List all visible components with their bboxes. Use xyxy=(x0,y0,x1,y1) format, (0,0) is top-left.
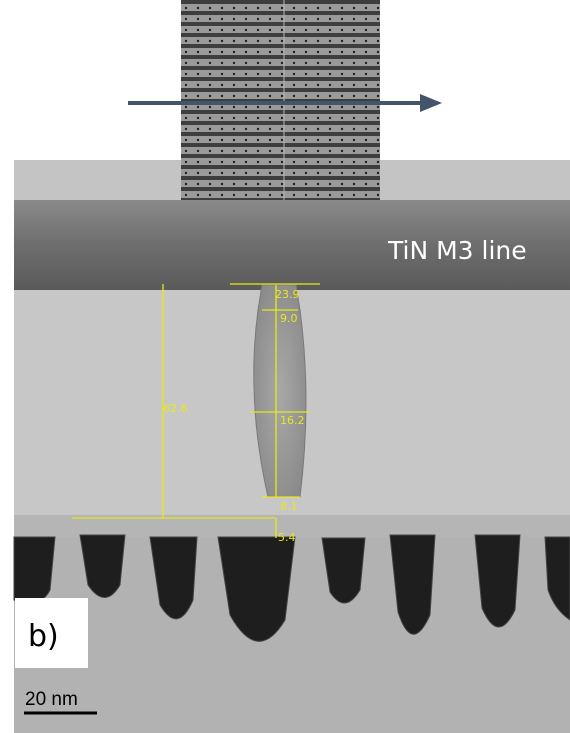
measurement: 62.6 xyxy=(163,402,188,415)
measurement: 16.2 xyxy=(280,414,305,427)
scale-bar-label: 20 nm xyxy=(25,689,78,710)
measurement: 5.4 xyxy=(278,531,296,544)
measurement: 23.9 xyxy=(275,288,300,301)
panel-label: b) xyxy=(28,619,59,654)
measurement: 8.1 xyxy=(280,500,298,513)
layer-label: TiN M3 line xyxy=(387,236,527,265)
page: 23.9 9.0 62.6 16.2 8.1 5.4 TiN M3 line b… xyxy=(0,0,570,733)
inset-image xyxy=(181,0,380,200)
figure: 23.9 9.0 62.6 16.2 8.1 5.4 TiN M3 line b… xyxy=(0,0,570,733)
arrow-head xyxy=(420,94,442,112)
measurement: 9.0 xyxy=(280,312,298,325)
